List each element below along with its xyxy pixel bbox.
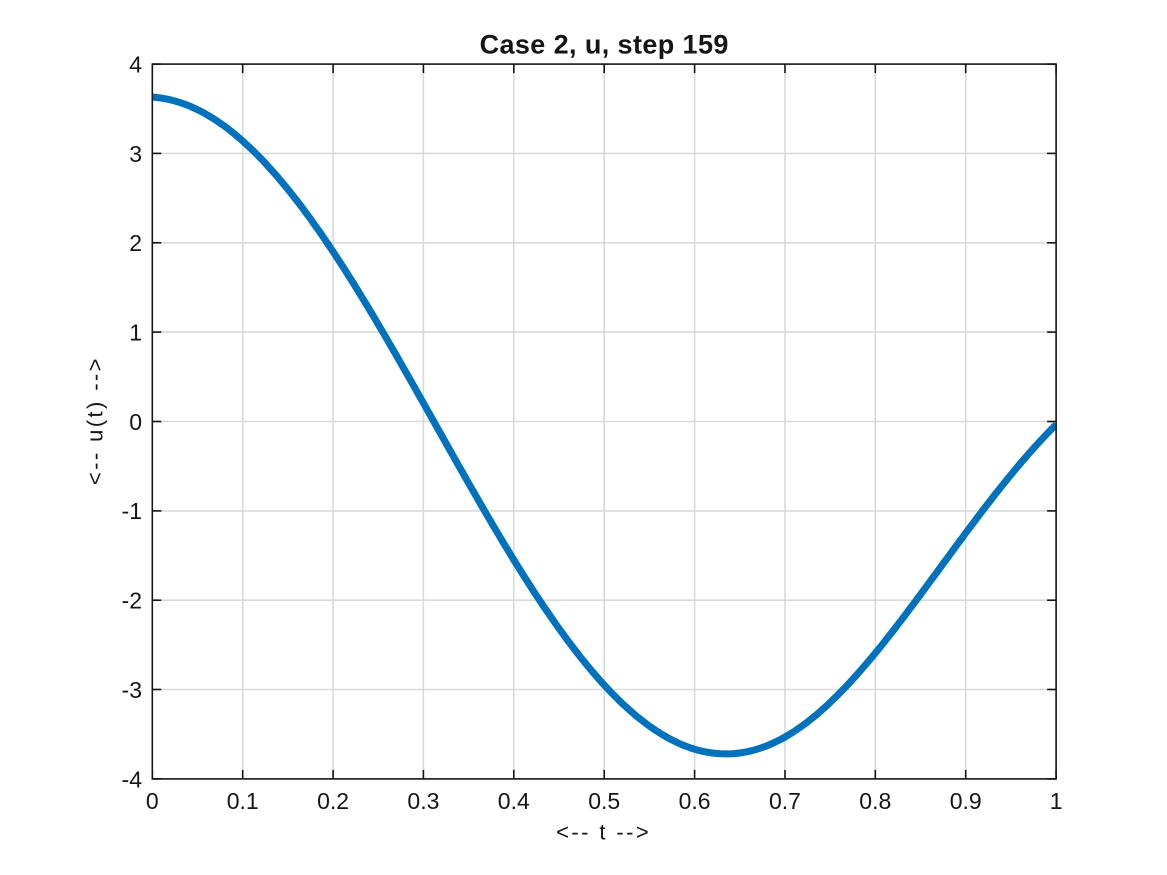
svg-text:0.1: 0.1 [227,788,259,814]
svg-text:0.7: 0.7 [769,788,801,814]
svg-text:0.8: 0.8 [859,788,891,814]
svg-text:2: 2 [129,230,142,256]
svg-text:1: 1 [129,320,142,346]
svg-text:0.5: 0.5 [588,788,620,814]
svg-text:0: 0 [129,409,142,435]
svg-text:0.4: 0.4 [498,788,530,814]
svg-text:<-- u(t) -->: <-- u(t) --> [83,356,108,485]
svg-text:Case 2, u, step 159: Case 2, u, step 159 [480,30,729,60]
svg-text:0.9: 0.9 [950,788,982,814]
svg-text:-1: -1 [122,498,142,524]
svg-text:1: 1 [1050,788,1063,814]
svg-text:-4: -4 [122,766,143,792]
svg-text:4: 4 [129,52,142,78]
svg-text:0: 0 [146,788,159,814]
svg-text:0.6: 0.6 [679,788,711,814]
svg-text:<-- t -->: <-- t --> [556,819,651,844]
svg-text:0.3: 0.3 [407,788,439,814]
svg-text:-2: -2 [122,588,142,614]
svg-text:0.2: 0.2 [317,788,349,814]
svg-text:-3: -3 [122,677,142,703]
svg-text:3: 3 [129,141,142,167]
